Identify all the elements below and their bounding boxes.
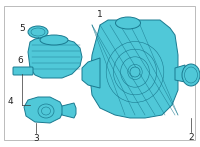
Polygon shape <box>62 103 76 118</box>
Ellipse shape <box>184 67 198 83</box>
Text: 6: 6 <box>17 56 23 65</box>
Ellipse shape <box>130 67 140 77</box>
Polygon shape <box>175 65 186 82</box>
Ellipse shape <box>42 107 51 115</box>
FancyBboxPatch shape <box>13 67 33 75</box>
Text: 5: 5 <box>19 24 25 32</box>
Ellipse shape <box>116 17 140 29</box>
Ellipse shape <box>182 64 200 86</box>
Ellipse shape <box>31 28 45 36</box>
Polygon shape <box>28 37 82 78</box>
Ellipse shape <box>28 26 48 38</box>
Polygon shape <box>82 58 100 88</box>
Polygon shape <box>24 97 64 123</box>
Text: 2: 2 <box>188 133 194 142</box>
Text: 1: 1 <box>97 10 103 19</box>
Ellipse shape <box>38 104 54 118</box>
Ellipse shape <box>40 35 68 45</box>
Text: 4: 4 <box>7 97 13 106</box>
Text: 3: 3 <box>33 134 39 143</box>
Polygon shape <box>90 20 178 118</box>
